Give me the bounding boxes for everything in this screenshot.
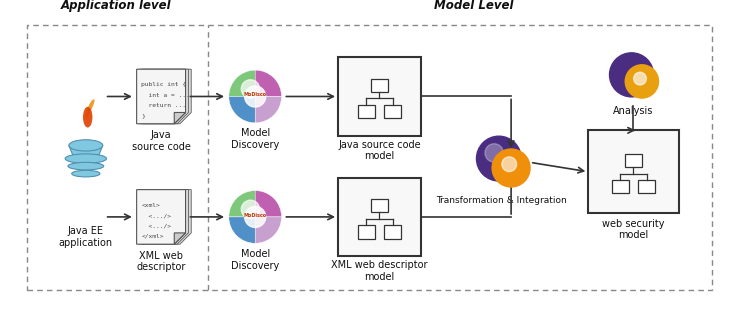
Text: Java
source code: Java source code <box>132 130 191 152</box>
Circle shape <box>241 200 259 219</box>
Wedge shape <box>229 217 255 243</box>
FancyBboxPatch shape <box>338 58 420 136</box>
Text: Java EE
application: Java EE application <box>59 226 113 248</box>
Text: }: } <box>141 114 145 118</box>
Polygon shape <box>143 69 191 124</box>
Text: Java source code
model: Java source code model <box>338 140 420 161</box>
Wedge shape <box>229 70 255 96</box>
Text: Model Level: Model Level <box>434 0 513 12</box>
Text: public int {: public int { <box>141 82 186 87</box>
Text: Model
Discovery: Model Discovery <box>231 249 279 271</box>
Bar <box>625 154 642 167</box>
Polygon shape <box>137 190 185 244</box>
Polygon shape <box>140 190 188 244</box>
Circle shape <box>245 86 266 107</box>
Wedge shape <box>255 191 282 217</box>
Bar <box>371 79 388 92</box>
Circle shape <box>610 53 653 97</box>
Wedge shape <box>255 70 282 96</box>
Text: XML web
descriptor: XML web descriptor <box>137 251 185 272</box>
Ellipse shape <box>65 154 106 163</box>
Ellipse shape <box>68 162 103 170</box>
Bar <box>358 105 375 118</box>
FancyBboxPatch shape <box>588 130 678 213</box>
Circle shape <box>485 144 503 162</box>
Wedge shape <box>255 96 282 123</box>
Polygon shape <box>143 190 191 244</box>
Text: Model
Discovery: Model Discovery <box>231 128 279 150</box>
Wedge shape <box>255 217 282 243</box>
Text: MoDisco: MoDisco <box>244 92 267 97</box>
Bar <box>384 225 401 239</box>
Polygon shape <box>137 69 185 124</box>
Circle shape <box>492 149 530 187</box>
Text: int a = ...: int a = ... <box>141 93 190 98</box>
Circle shape <box>245 207 266 227</box>
Polygon shape <box>174 233 185 244</box>
Polygon shape <box>174 113 185 124</box>
Circle shape <box>625 65 658 98</box>
Ellipse shape <box>72 170 100 177</box>
Ellipse shape <box>69 140 103 151</box>
Text: </xml>: </xml> <box>141 234 164 239</box>
Text: Transformation & Integration: Transformation & Integration <box>436 196 567 205</box>
Circle shape <box>502 157 517 172</box>
Text: MoDisco: MoDisco <box>244 212 267 217</box>
Text: Analysis: Analysis <box>613 106 653 116</box>
Bar <box>638 180 655 193</box>
Polygon shape <box>69 146 103 155</box>
Text: Application level: Application level <box>61 0 171 12</box>
Text: <.../>: <.../> <box>141 213 171 218</box>
Circle shape <box>633 72 647 85</box>
Text: return ...: return ... <box>141 103 186 108</box>
Bar <box>612 180 629 193</box>
Bar <box>384 105 401 118</box>
Text: web security
model: web security model <box>602 219 664 240</box>
Wedge shape <box>229 191 255 217</box>
FancyBboxPatch shape <box>338 178 420 256</box>
Polygon shape <box>86 99 95 134</box>
Text: XML web descriptor
model: XML web descriptor model <box>331 260 428 282</box>
Ellipse shape <box>83 107 92 128</box>
Wedge shape <box>229 96 255 123</box>
Bar <box>358 225 375 239</box>
Text: <.../>: <.../> <box>141 224 171 229</box>
Bar <box>371 199 388 212</box>
Circle shape <box>477 136 521 181</box>
Circle shape <box>241 80 259 98</box>
Text: <xml>: <xml> <box>141 203 160 208</box>
Polygon shape <box>140 69 188 124</box>
